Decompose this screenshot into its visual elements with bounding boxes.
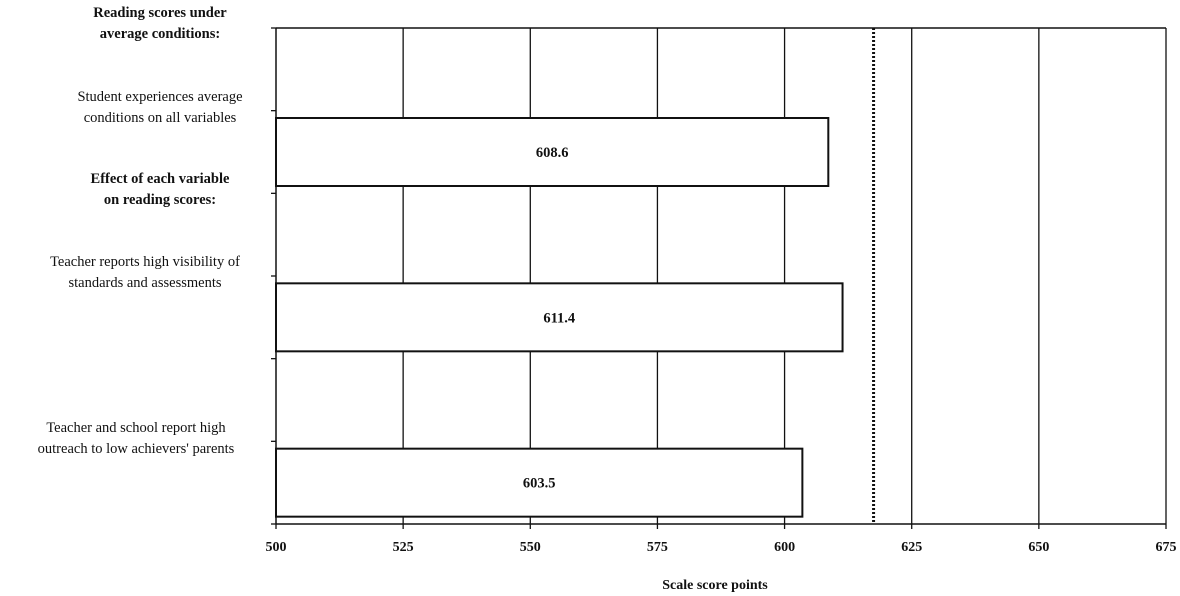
gridlines (402, 28, 1167, 524)
bar (275, 447, 804, 518)
bar (275, 117, 830, 187)
bar-data-label: 611.4 (543, 310, 575, 326)
bars: 608.6 611.4 603.5 (275, 117, 844, 518)
bar-data-label: 603.5 (523, 476, 556, 492)
x-tick-label: 650 (1028, 540, 1049, 555)
x-tick-label: 575 (647, 540, 668, 555)
category-label-line: average conditions: (99, 26, 221, 42)
x-axis-ticks: 500 525 550 575 600 625 650 675 (266, 524, 1177, 555)
x-tick-label: 500 (266, 540, 287, 555)
category-label-heading-effects: Effect of each variable on reading score… (30, 169, 290, 211)
x-tick-label: 675 (1156, 540, 1177, 555)
category-label-heading-average: Reading scores under average conditions: (30, 3, 290, 45)
category-label-line: conditions on all variables (83, 110, 237, 126)
x-tick-label: 525 (393, 540, 414, 555)
category-label-average-conditions: Student experiences average conditions o… (10, 87, 310, 129)
plot-frame (271, 27, 1166, 525)
category-label-high-visibility: Teacher reports high visibility of stand… (0, 252, 290, 294)
category-label-line: on reading scores: (103, 192, 217, 208)
x-tick-label: 600 (774, 540, 795, 555)
category-label-line: Reading scores under (93, 5, 227, 21)
bar (275, 282, 844, 353)
category-label-line: Student experiences average (77, 89, 243, 105)
category-label-high-outreach: Teacher and school report high outreach … (0, 418, 272, 460)
category-label-line: Effect of each variable (90, 171, 230, 187)
bar-data-label: 608.6 (536, 145, 569, 161)
x-tick-label: 625 (901, 540, 922, 555)
category-label-line: standards and assessments (68, 275, 222, 291)
category-label-line: Teacher and school report high (46, 420, 226, 436)
x-axis-title: Scale score points (662, 578, 768, 593)
category-label-line: Teacher reports high visibility of (50, 254, 240, 270)
x-tick-label: 550 (520, 540, 541, 555)
category-label-line: outreach to low achievers' parents (37, 441, 235, 457)
